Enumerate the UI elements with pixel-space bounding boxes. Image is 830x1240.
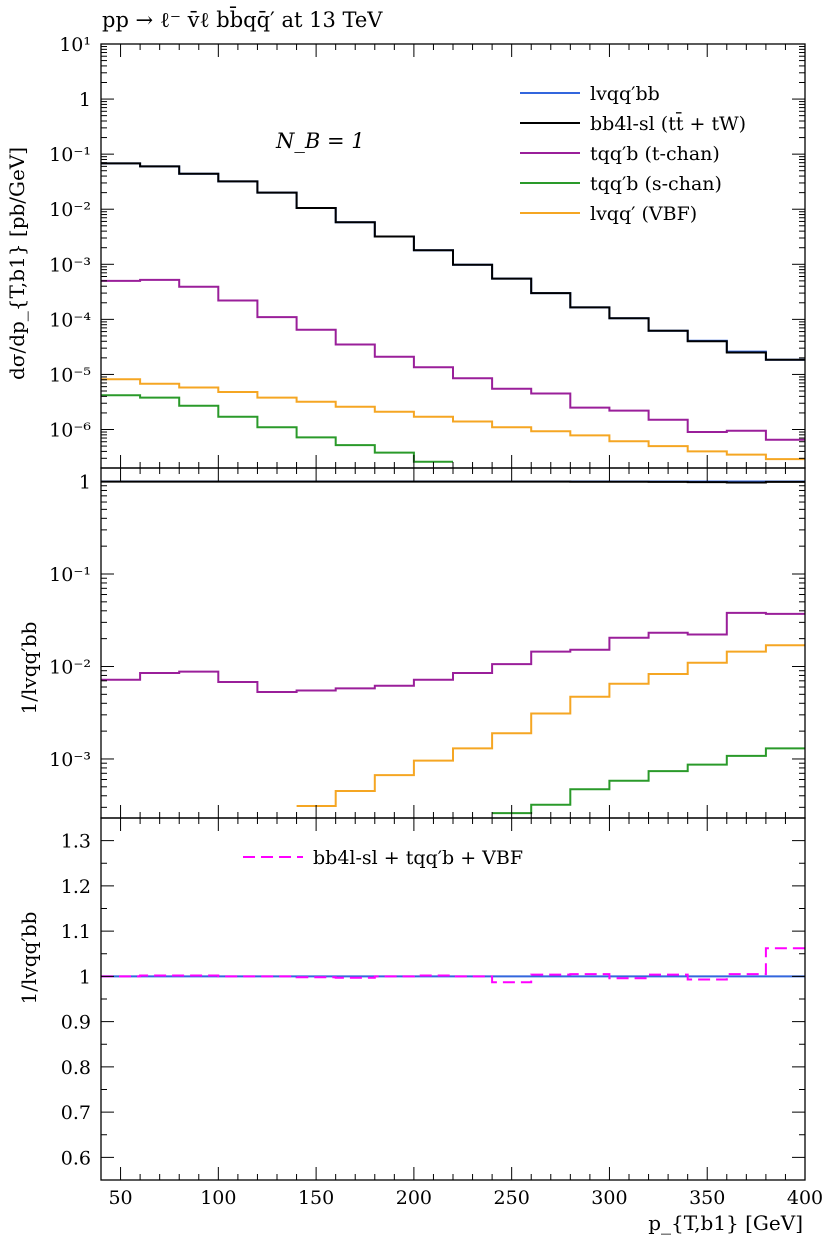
series-0-4 bbox=[101, 378, 805, 461]
series-2-1 bbox=[101, 947, 805, 984]
x-tick-label: 50 bbox=[108, 1187, 132, 1209]
ratio-panel-log: 1 10⁻¹ 10⁻² 10⁻³ bbox=[49, 467, 806, 819]
main-panel: 10¹ 1 10⁻¹ 10⁻² 10⁻³ 10⁻⁴ 10⁻⁵ 10⁻⁶ bbox=[49, 34, 806, 469]
annotation-nb: N_B = 1 bbox=[275, 129, 365, 153]
ratio-panel-linear: 1.3 1.2 1.1 1 0.9 0.8 0.7 0.6 50 100 150 200 250 300 3… bbox=[61, 817, 823, 1209]
y-tick-label: 1 bbox=[79, 89, 91, 111]
legend-entry: tqq′b (t-chan) bbox=[590, 143, 720, 165]
x-tick-label: 100 bbox=[200, 1187, 236, 1209]
x-axis-label: p_{T,b1} [GeV] bbox=[648, 1211, 803, 1235]
y-tick-label: 0.7 bbox=[61, 1102, 91, 1124]
y-tick-label: 1.3 bbox=[61, 831, 91, 853]
y-tick-label: 10⁻³ bbox=[49, 749, 91, 771]
y-tick-label: 0.8 bbox=[61, 1057, 91, 1079]
legend-ratio2: bb4l-sl + tqq′b + VBF bbox=[243, 847, 523, 869]
x-tick-label: 150 bbox=[298, 1187, 334, 1209]
y-tick-label: 10⁻¹ bbox=[49, 144, 91, 166]
series-0-3 bbox=[101, 394, 453, 463]
y-tick-label: 10⁻¹ bbox=[49, 564, 91, 586]
y-tick-label: 10⁻² bbox=[49, 199, 91, 221]
series-1-4 bbox=[296, 644, 805, 807]
y-tick-label: 0.9 bbox=[61, 1012, 91, 1034]
main-y-axis-label: dσ/dp_{T,b1} [pb/GeV] bbox=[5, 147, 29, 380]
series-1-1 bbox=[101, 480, 805, 484]
legend-main: lvqq′bb bb4l-sl (tt̄ + tW) tqq′b (t-chan) t… bbox=[520, 83, 746, 225]
y-tick-label: 10⁻³ bbox=[49, 254, 91, 276]
legend-entry: lvqq′bb bbox=[590, 83, 660, 105]
y-tick-label: 0.6 bbox=[61, 1147, 91, 1169]
y-tick-label: 1.1 bbox=[61, 921, 91, 943]
ratio-y-axis-label: 1/lvqq′bb bbox=[17, 622, 41, 715]
series-1-2 bbox=[101, 611, 805, 693]
legend-entry: bb4l-sl (tt̄ + tW) bbox=[590, 111, 746, 135]
legend-entry: bb4l-sl + tqq′b + VBF bbox=[313, 847, 523, 869]
x-tick-label: 400 bbox=[787, 1187, 823, 1209]
series-0-2 bbox=[101, 278, 805, 441]
y-tick-label: 10⁻⁶ bbox=[49, 420, 91, 442]
series-1-3 bbox=[492, 747, 805, 815]
y-tick-label: 1 bbox=[79, 472, 91, 494]
ratio2-y-axis-label: 1/lvqq′bb bbox=[17, 912, 41, 1005]
x-tick-label: 300 bbox=[591, 1187, 627, 1209]
x-tick-label: 250 bbox=[494, 1187, 530, 1209]
y-tick-label: 10⁻⁵ bbox=[49, 364, 91, 386]
legend-entry: tqq′b (s-chan) bbox=[590, 173, 722, 195]
chart-title: pp → ℓ⁻ v̄ℓ bb̄qq̄′ at 13 TeV bbox=[102, 6, 383, 32]
x-tick-label: 350 bbox=[689, 1187, 725, 1209]
y-tick-label: 10⁻² bbox=[49, 656, 91, 678]
x-tick-label: 200 bbox=[396, 1187, 432, 1209]
panel-frame bbox=[100, 817, 806, 1181]
y-tick-label: 1 bbox=[79, 966, 91, 988]
y-tick-label: 10⁻⁴ bbox=[49, 309, 91, 331]
series-0-1 bbox=[101, 162, 805, 361]
y-tick-label: 10¹ bbox=[59, 34, 91, 56]
legend-entry: lvqq′ (VBF) bbox=[590, 203, 697, 225]
y-tick-label: 1.2 bbox=[61, 876, 91, 898]
